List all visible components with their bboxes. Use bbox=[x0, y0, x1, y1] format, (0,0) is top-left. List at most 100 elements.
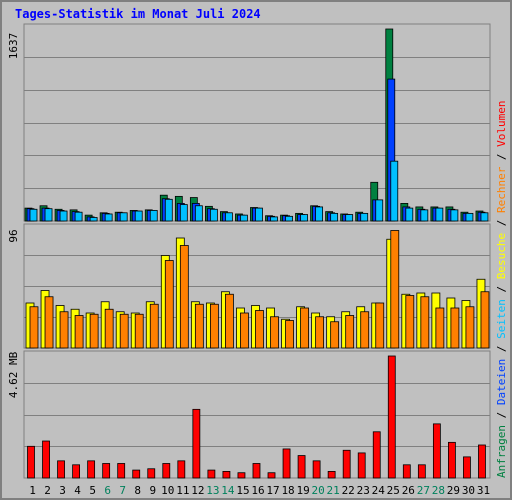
legend-item-rechner: Rechner bbox=[495, 166, 508, 213]
bar-volumen-day-20 bbox=[312, 460, 321, 479]
bar-seiten-day-22 bbox=[345, 214, 354, 222]
bar-rechner-day-17 bbox=[270, 316, 279, 349]
bar-seiten-day-6 bbox=[104, 213, 113, 222]
x-tick-label-day-4: 4 bbox=[74, 484, 81, 497]
bar-seiten-day-28 bbox=[435, 207, 444, 222]
x-tick-label-day-26: 26 bbox=[402, 484, 415, 497]
y-axis-label: 1637 bbox=[7, 33, 20, 60]
x-tick-label-day-21: 21 bbox=[327, 484, 340, 497]
x-tick-label-day-1: 1 bbox=[29, 484, 36, 497]
bar-volumen-day-3 bbox=[57, 460, 65, 479]
chart-title: Tages-Statistik im Monat Juli 2024 bbox=[15, 7, 261, 21]
bar-volumen-day-5 bbox=[87, 460, 96, 479]
bar-rechner-day-2 bbox=[44, 296, 54, 349]
legend-item-volumen: Volumen bbox=[495, 100, 508, 146]
bar-seiten-day-15 bbox=[240, 214, 248, 222]
bar-volumen-day-10 bbox=[162, 463, 171, 479]
bar-seiten-day-5 bbox=[89, 217, 98, 222]
bar-volumen-day-14 bbox=[222, 470, 231, 479]
bar-rechner-day-19 bbox=[300, 307, 309, 349]
bar-rechner-day-13 bbox=[209, 303, 219, 349]
bar-rechner-day-28 bbox=[435, 307, 445, 349]
bar-volumen-day-12 bbox=[192, 408, 201, 479]
x-tick-label-day-20: 20 bbox=[312, 484, 325, 497]
x-tick-label-day-8: 8 bbox=[134, 484, 141, 497]
bar-seiten-day-19 bbox=[300, 214, 308, 222]
bar-volumen-day-21 bbox=[327, 470, 336, 479]
bar-rechner-day-10 bbox=[164, 260, 174, 349]
x-tick-label-day-6: 6 bbox=[104, 484, 111, 497]
y-axis-label: 96 bbox=[7, 229, 20, 242]
x-tick-label-day-9: 9 bbox=[149, 484, 156, 497]
bar-rechner-day-23 bbox=[360, 311, 370, 349]
bar-seiten-day-9 bbox=[149, 210, 158, 222]
bar-volumen-day-23 bbox=[357, 452, 366, 479]
bar-volumen-day-7 bbox=[117, 463, 126, 479]
x-tick-label-day-3: 3 bbox=[59, 484, 66, 497]
bar-rechner-day-30 bbox=[465, 306, 475, 349]
bar-seiten-day-27 bbox=[420, 209, 429, 222]
bar-rechner-day-14 bbox=[225, 293, 234, 349]
bar-rechner-day-21 bbox=[330, 321, 340, 349]
bar-rechner-day-24 bbox=[375, 302, 385, 349]
bar-seiten-day-11 bbox=[179, 204, 188, 222]
x-tick-label-day-23: 23 bbox=[357, 484, 370, 497]
bar-seiten-day-1 bbox=[29, 208, 38, 222]
bar-seiten-day-24 bbox=[375, 199, 384, 222]
bar-seiten-day-7 bbox=[119, 212, 128, 222]
x-tick-label-day-13: 13 bbox=[206, 484, 219, 497]
bar-rechner-day-18 bbox=[285, 320, 294, 349]
bar-rechner-day-15 bbox=[240, 312, 249, 349]
bar-volumen-day-4 bbox=[72, 464, 80, 479]
bar-rechner-day-8 bbox=[134, 313, 144, 349]
bar-rechner-day-16 bbox=[255, 310, 264, 349]
bar-rechner-day-5 bbox=[89, 313, 99, 349]
bar-volumen-day-26 bbox=[402, 464, 411, 479]
bar-rechner-day-4 bbox=[74, 315, 84, 349]
legend-separator: / bbox=[495, 339, 508, 359]
bar-rechner-day-7 bbox=[119, 313, 129, 349]
x-tick-label-day-22: 22 bbox=[342, 484, 355, 497]
bar-volumen-day-28 bbox=[432, 423, 441, 479]
x-tick-label-day-7: 7 bbox=[119, 484, 126, 497]
x-tick-label-day-15: 15 bbox=[236, 484, 249, 497]
bar-seiten-day-26 bbox=[405, 207, 414, 222]
x-tick-label-day-14: 14 bbox=[221, 484, 235, 497]
bar-volumen-day-18 bbox=[282, 448, 291, 479]
bar-seiten-day-10 bbox=[164, 198, 173, 222]
x-tick-label-day-27: 27 bbox=[417, 484, 430, 497]
x-tick-label-day-24: 24 bbox=[372, 484, 386, 497]
bar-seiten-day-31 bbox=[480, 212, 489, 222]
bar-volumen-day-27 bbox=[417, 464, 426, 479]
bar-volumen-day-25 bbox=[387, 355, 396, 479]
right-legend: Anfragen / Dateien / Seiten / Besuche / … bbox=[495, 100, 508, 478]
bar-volumen-day-2 bbox=[42, 440, 50, 479]
bar-seiten-day-13 bbox=[209, 208, 218, 222]
bar-volumen-day-16 bbox=[252, 463, 261, 479]
legend-separator: / bbox=[495, 405, 508, 425]
bar-seiten-day-16 bbox=[255, 207, 263, 222]
x-tick-label-day-29: 29 bbox=[447, 484, 460, 497]
bar-volumen-day-1 bbox=[27, 445, 35, 479]
bar-rechner-day-20 bbox=[315, 316, 325, 349]
bar-volumen-day-8 bbox=[132, 469, 141, 479]
bar-seiten-day-8 bbox=[134, 210, 143, 222]
bar-seiten-day-3 bbox=[59, 210, 68, 222]
bar-seiten-day-23 bbox=[360, 212, 369, 222]
bar-volumen-day-22 bbox=[342, 449, 351, 479]
x-tick-label-day-18: 18 bbox=[281, 484, 294, 497]
x-tick-label-day-11: 11 bbox=[176, 484, 189, 497]
bar-seiten-day-29 bbox=[450, 209, 459, 222]
bar-seiten-day-4 bbox=[74, 211, 83, 222]
bar-rechner-day-29 bbox=[450, 307, 460, 349]
bar-volumen-day-9 bbox=[147, 468, 156, 479]
legend-separator: / bbox=[495, 213, 508, 233]
legend-item-dateien: Dateien bbox=[495, 359, 508, 405]
bar-rechner-day-6 bbox=[104, 308, 114, 349]
x-tick-label-day-19: 19 bbox=[296, 484, 309, 497]
x-tick-label-day-10: 10 bbox=[161, 484, 174, 497]
bar-seiten-day-2 bbox=[44, 208, 53, 222]
legend-item-besuche: Besuche bbox=[495, 233, 508, 279]
bar-rechner-day-3 bbox=[59, 311, 69, 349]
